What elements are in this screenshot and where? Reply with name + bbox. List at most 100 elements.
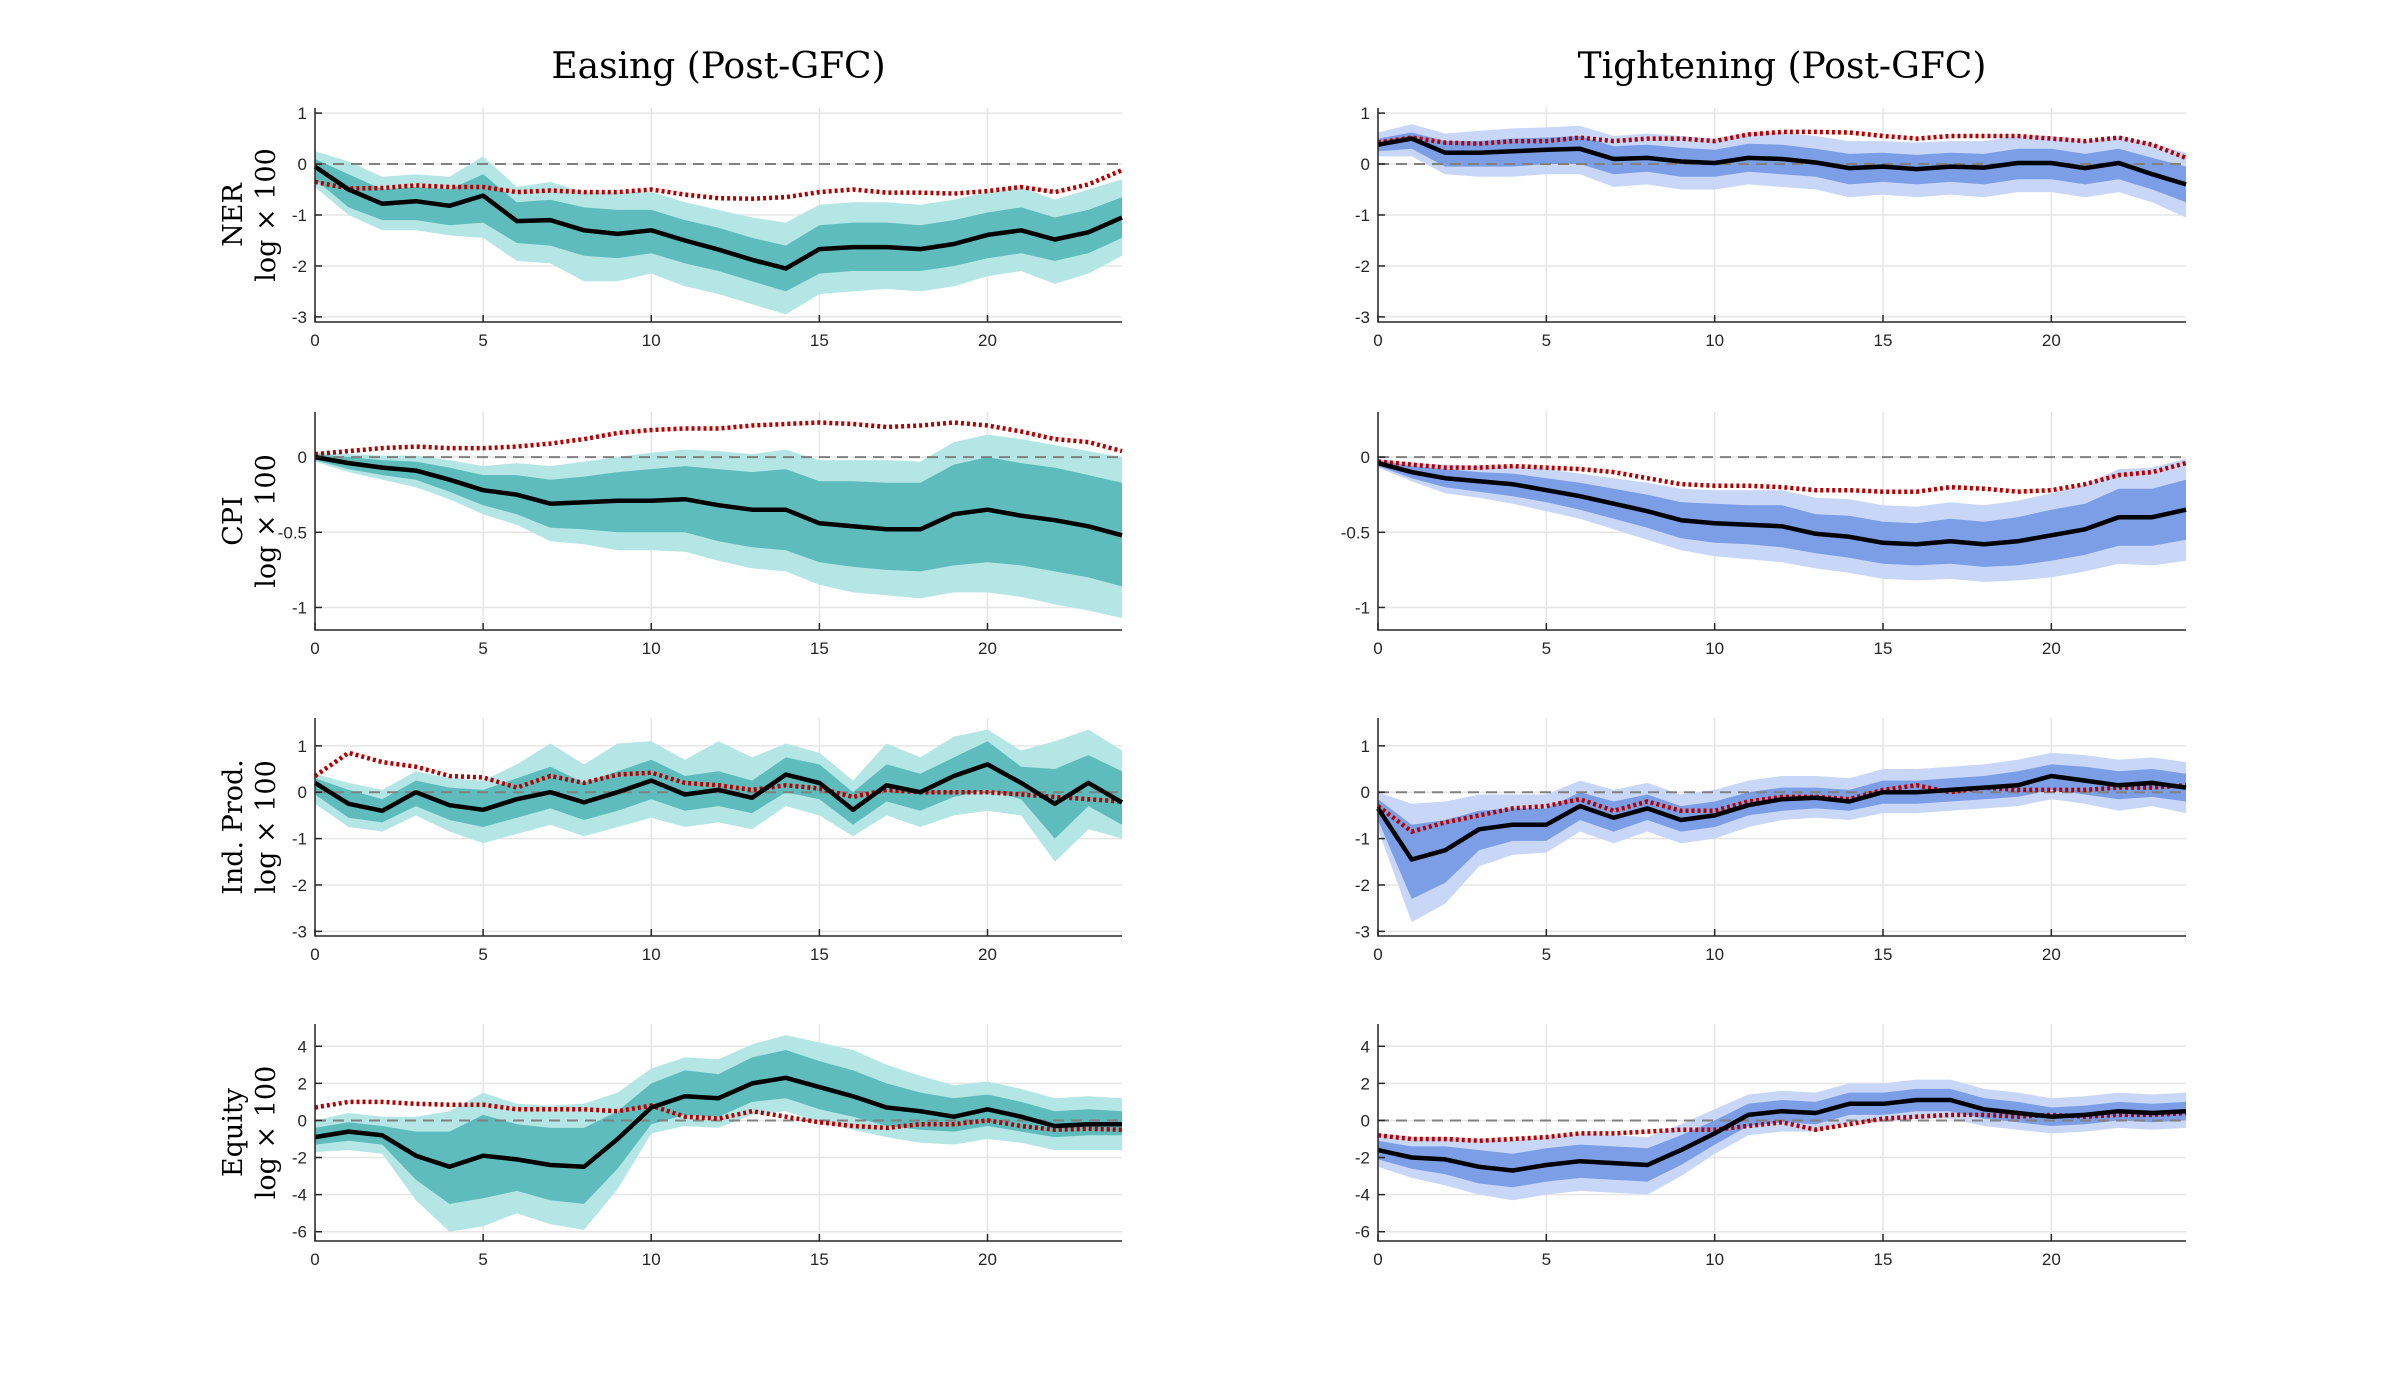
- y-tick-label: -3: [1355, 308, 1370, 327]
- x-tick-label: 20: [978, 639, 997, 658]
- x-tick-label: 0: [1373, 1250, 1382, 1269]
- x-tick-label: 20: [2042, 945, 2061, 964]
- x-tick-label: 10: [1705, 331, 1724, 350]
- median-response-line: [313, 762, 1124, 814]
- y-tick-label: -2: [1355, 257, 1370, 276]
- pre-gfc-dotted-line: [1377, 1110, 2187, 1144]
- y-axis-label: CPI: [218, 496, 249, 546]
- x-tick-label: 10: [642, 945, 661, 964]
- x-tick-label: 0: [310, 945, 319, 964]
- x-tick-label: 0: [310, 331, 319, 350]
- y-tick-label: -3: [1355, 922, 1370, 941]
- y-axis-unit-label: log × 100: [251, 454, 282, 588]
- x-tick-label: 5: [1542, 945, 1551, 964]
- x-tick-label: 15: [810, 1250, 829, 1269]
- y-tick-label: -1: [1355, 830, 1370, 849]
- y-axis-unit-label: log × 100: [251, 148, 282, 282]
- x-tick-label: 5: [1542, 331, 1551, 350]
- y-tick-label: 1: [298, 737, 307, 756]
- x-tick-label: 20: [2042, 1250, 2061, 1269]
- y-tick-label: -1: [292, 598, 307, 617]
- x-tick-label: 10: [642, 331, 661, 350]
- y-tick-label: 1: [1361, 737, 1370, 756]
- median-response-line: [314, 454, 1123, 538]
- x-tick-label: 5: [478, 945, 487, 964]
- inner-confidence-band: [1378, 764, 2186, 899]
- pre-gfc-dotted-line: [1376, 783, 2187, 835]
- inner-confidence-band: [315, 159, 1122, 292]
- x-tick-label: 20: [978, 1250, 997, 1269]
- y-axis-label: Equity: [218, 1087, 249, 1177]
- x-tick-label: 10: [1705, 1250, 1724, 1269]
- median-response-line: [1376, 773, 2187, 862]
- panel-easing-cpi: 0 5 10 15 20 0 -0.5 -1 CPI log × 100: [218, 412, 1123, 658]
- y-tick-label: -2: [292, 257, 307, 276]
- pre-gfc-dotted-line: [314, 1099, 1123, 1132]
- y-tick-label: 0: [298, 155, 307, 174]
- pre-gfc-dotted-line: [314, 420, 1123, 457]
- median-response-line: [313, 164, 1123, 271]
- median-response-line: [1377, 1097, 2187, 1173]
- x-tick-label: 20: [2042, 639, 2061, 658]
- y-tick-label: 1: [298, 104, 307, 123]
- y-axis-unit-label: log × 100: [251, 760, 282, 894]
- x-tick-label: 0: [310, 639, 319, 658]
- y-tick-label: 0: [1361, 1111, 1370, 1130]
- x-tick-label: 0: [310, 1250, 319, 1269]
- y-tick-label: -6: [1355, 1223, 1370, 1242]
- pre-gfc-dotted-line: [313, 750, 1123, 804]
- x-tick-label: 5: [1542, 1250, 1551, 1269]
- y-tick-label: -2: [1355, 1149, 1370, 1168]
- y-tick-label: -0.5: [278, 523, 307, 542]
- y-tick-label: 0: [1361, 155, 1370, 174]
- x-tick-label: 5: [478, 331, 487, 350]
- x-tick-label: 15: [1874, 1250, 1893, 1269]
- y-tick-label: -2: [292, 876, 307, 895]
- y-tick-label: -0.5: [1341, 523, 1370, 542]
- x-tick-label: 0: [1373, 639, 1382, 658]
- y-tick-label: 1: [1361, 104, 1370, 123]
- x-tick-label: 5: [478, 1250, 487, 1269]
- x-tick-label: 20: [978, 331, 997, 350]
- y-tick-label: 0: [1361, 783, 1370, 802]
- y-axis-label: Ind. Prod.: [218, 759, 249, 895]
- x-tick-label: 0: [1373, 945, 1382, 964]
- inner-confidence-band: [1378, 460, 2186, 567]
- inner-confidence-band: [315, 1050, 1122, 1204]
- x-tick-label: 10: [1705, 945, 1724, 964]
- y-tick-label: 0: [298, 448, 307, 467]
- panel-title: Easing (Post-GFC): [551, 46, 885, 87]
- y-tick-label: -6: [292, 1223, 307, 1242]
- y-tick-label: 0: [298, 783, 307, 802]
- y-tick-label: 2: [298, 1074, 307, 1093]
- median-response-line: [1377, 136, 2187, 187]
- x-tick-label: 15: [1874, 945, 1893, 964]
- x-tick-label: 15: [810, 331, 829, 350]
- x-tick-label: 20: [2042, 331, 2061, 350]
- y-tick-label: -3: [292, 308, 307, 327]
- panel-title: Tightening (Post-GFC): [1578, 46, 1987, 87]
- y-tick-label: 4: [1361, 1037, 1370, 1056]
- y-tick-label: -1: [1355, 206, 1370, 225]
- x-tick-label: 10: [642, 639, 661, 658]
- y-tick-label: -1: [292, 206, 307, 225]
- x-tick-label: 10: [1705, 639, 1724, 658]
- x-tick-label: 15: [1874, 639, 1893, 658]
- panel-tightening-cpi: 0 5 10 15 20 0 -0.5 -1: [1341, 412, 2187, 658]
- y-tick-label: -3: [292, 922, 307, 941]
- y-tick-label: -1: [292, 830, 307, 849]
- y-axis-unit-label: log × 100: [251, 1066, 282, 1200]
- y-tick-label: -4: [292, 1186, 307, 1205]
- y-tick-label: -1: [1355, 598, 1370, 617]
- x-tick-label: 15: [810, 945, 829, 964]
- x-tick-label: 15: [810, 639, 829, 658]
- y-tick-label: -4: [1355, 1186, 1370, 1205]
- median-response-line: [314, 1075, 1122, 1170]
- median-response-line: [1377, 460, 2187, 547]
- x-tick-label: 0: [1373, 331, 1382, 350]
